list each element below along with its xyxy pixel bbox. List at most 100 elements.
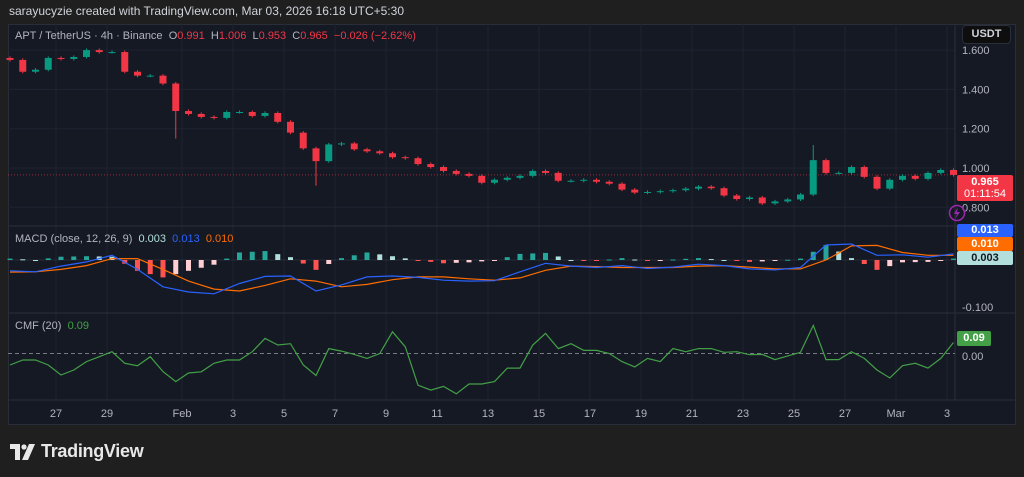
macd-histogram-bar (594, 260, 599, 261)
macd-histogram-bar (823, 244, 829, 260)
macd-histogram-bar (288, 257, 293, 260)
time-axis-labels: 27 29 Feb 3 5 7 9 11 13 15 17 19 21 23 25 27 Mar 3 (50, 408, 950, 420)
candle-body (554, 172, 562, 181)
macd-histogram-bar (632, 259, 638, 261)
time-axis-label: 11 (431, 408, 442, 420)
candle-body (338, 143, 345, 145)
macd-histogram-bar (530, 253, 536, 260)
lightning-icon[interactable] (948, 204, 966, 222)
candle-body (121, 52, 129, 72)
macd-value: 0.013 (172, 233, 200, 245)
macd-histogram-bar (33, 260, 38, 261)
macd-histogram-bar (275, 254, 281, 260)
macd-histogram-bar (619, 258, 625, 260)
candle-body (860, 167, 868, 177)
candle-body (134, 71, 141, 76)
candle-body (848, 167, 855, 173)
candle-body (950, 169, 957, 175)
candle-body (835, 172, 843, 174)
macd-histogram-bar (20, 259, 26, 261)
macd-histogram-bar (759, 260, 765, 262)
symbol-legend[interactable]: APT / TetherUS · 4h · Binance O0.991 H1.… (15, 30, 416, 42)
tradingview-logo[interactable]: TradingView (10, 441, 144, 462)
candle-body (376, 151, 384, 154)
candle-body (223, 111, 231, 118)
time-axis-label: 19 (635, 408, 647, 420)
candle-body (937, 169, 945, 173)
macd-axis-label: -0.100 (962, 302, 993, 314)
low-label: L (252, 30, 259, 42)
macd-histogram-bar (453, 260, 459, 263)
macd-histogram-bar (543, 252, 548, 260)
candle-body (440, 167, 447, 171)
macd-histogram-bar (7, 258, 13, 260)
open-value: 0.991 (177, 30, 205, 42)
price-axis-label: 0.800 (962, 202, 990, 214)
candle-body (44, 57, 52, 70)
macd-histogram-bar (504, 257, 510, 260)
macd-histogram-bar (938, 260, 944, 261)
high-label: H (210, 30, 219, 42)
candle-body (924, 172, 932, 179)
macd-histogram-bar (198, 260, 204, 268)
macd-histogram-bar (71, 256, 77, 260)
time-axis-label: 23 (737, 408, 749, 420)
candle-body (631, 189, 639, 193)
macd-hist-value: 0.003 (138, 233, 167, 245)
time-axis-label: 27 (50, 408, 62, 420)
macd-histogram-bar (211, 260, 217, 265)
cmf-legend[interactable]: CMF (20) 0.09 (15, 320, 89, 332)
candle-body (350, 143, 358, 150)
candle-body (32, 69, 39, 72)
time-axis-label: 25 (788, 408, 800, 420)
macd-histogram-bar (58, 256, 64, 260)
candle-body (465, 173, 473, 176)
candle-body (312, 148, 320, 162)
price-axis-label: 1.400 (962, 84, 990, 96)
candle-body (146, 75, 154, 77)
price-axis-label: 1.000 (962, 163, 990, 175)
chart-credit: sarayucyzie created with TradingView.com… (9, 4, 404, 18)
candle-body (452, 170, 460, 174)
macd-line (9, 243, 954, 295)
symbol-name: APT / TetherUS · 4h · Binance (15, 30, 163, 42)
candle-body (669, 190, 677, 192)
candle-body (210, 116, 218, 118)
macd-histogram-bar (696, 258, 701, 260)
candle-body (108, 52, 116, 54)
macd-histogram-bar (466, 260, 472, 263)
macd-signal-line (9, 244, 954, 292)
macd-histogram (7, 244, 956, 278)
grid-lines (8, 24, 955, 400)
last-price-tag: 0.965 01:11:54 (957, 175, 1013, 201)
time-axis-label: 27 (839, 408, 851, 420)
time-axis-label: 5 (281, 408, 287, 420)
macd-title: MACD (close, 12, 26, 9) (15, 233, 133, 245)
macd-histogram-bar (900, 260, 905, 263)
time-axis-label: 3 (944, 408, 950, 420)
candle-body (236, 111, 243, 113)
macd-histogram-bar (415, 260, 421, 261)
candle-body (83, 50, 90, 57)
candle-body (797, 194, 804, 200)
candle-body (682, 188, 690, 191)
candle-body (707, 186, 715, 189)
bar-countdown: 01:11:54 (963, 188, 1006, 200)
macd-legend[interactable]: MACD (close, 12, 26, 9) 0.003 0.013 0.01… (15, 233, 233, 245)
macd-histogram-bar (339, 258, 344, 260)
time-axis-label: 9 (383, 408, 389, 420)
macd-histogram-bar (874, 260, 880, 270)
currency-button[interactable]: USDT (962, 25, 1011, 44)
candle-body (529, 170, 537, 176)
macd-histogram-bar (186, 260, 191, 271)
macd-histogram-bar (45, 258, 51, 260)
candle-body (822, 160, 830, 173)
macd-histogram-bar (887, 260, 893, 267)
macd-histogram-bar (747, 260, 752, 262)
macd-histogram-bar (377, 254, 383, 260)
macd-histogram-bar (517, 253, 523, 260)
macd-histogram-bar (402, 258, 408, 260)
candle-body (389, 153, 396, 158)
macd-histogram-bar (785, 259, 791, 261)
